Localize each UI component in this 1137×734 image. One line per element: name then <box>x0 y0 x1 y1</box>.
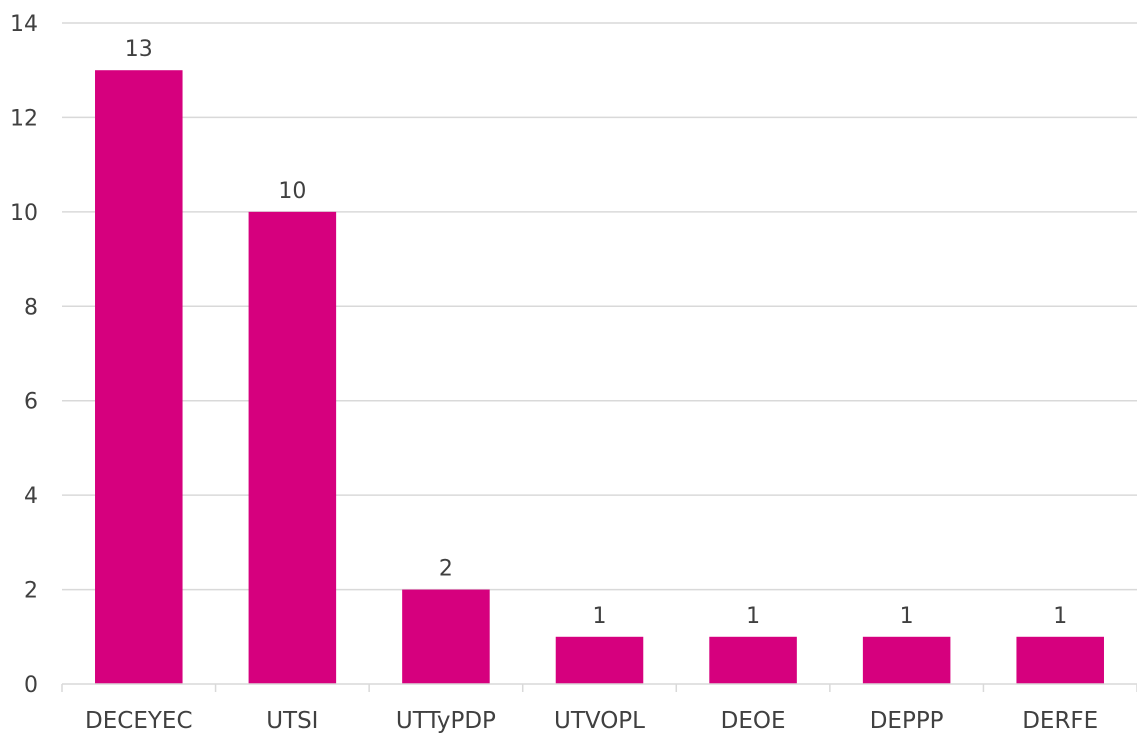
gridlines <box>62 22 1137 591</box>
bar-uttypdp <box>402 589 490 684</box>
bar-utvopl <box>555 636 644 684</box>
data-label-deppp: 1 <box>900 604 914 629</box>
x-tick-label-utsi: UTSI <box>266 708 318 734</box>
bar-utsi <box>248 211 337 684</box>
x-tick-label-derfe: DERFE <box>1022 708 1098 734</box>
y-tick-label-4: 4 <box>24 484 38 509</box>
y-tick-label-8: 8 <box>24 295 38 320</box>
x-tick-label-deoe: DEOE <box>721 708 786 734</box>
y-tick-label-6: 6 <box>24 390 38 415</box>
bar-deceyec <box>95 70 183 684</box>
x-tick-label-deppp: DEPPP <box>870 708 944 734</box>
bar-deoe <box>709 636 797 684</box>
data-label-utvopl: 1 <box>593 604 607 629</box>
data-label-deoe: 1 <box>746 604 760 629</box>
data-label-deceyec: 13 <box>125 37 153 62</box>
y-tick-label-0: 0 <box>24 673 38 698</box>
x-tick-label-utvopl: UTVOPL <box>554 708 645 734</box>
y-tick-label-14: 14 <box>10 12 38 37</box>
x-axis: DECEYEC UTSI UTTyPDP UTVOPL DEOE DEPPP DERFE <box>61 683 1137 734</box>
bar-deppp <box>862 636 951 684</box>
data-label-derfe: 1 <box>1053 604 1067 629</box>
data-label-utsi: 10 <box>278 179 306 204</box>
bar-derfe <box>1016 636 1104 684</box>
y-tick-label-2: 2 <box>24 579 38 604</box>
bars <box>95 70 1104 684</box>
data-labels: 13 10 2 1 1 1 1 <box>125 37 1067 629</box>
y-tick-label-12: 12 <box>10 106 38 131</box>
y-axis: 0 2 4 6 8 10 12 14 <box>10 12 38 698</box>
x-tick-label-deceyec: DECEYEC <box>85 708 192 734</box>
x-tick-label-uttypdp: UTTyPDP <box>396 708 496 734</box>
y-tick-label-10: 10 <box>10 201 38 226</box>
data-label-uttypdp: 2 <box>439 557 453 582</box>
